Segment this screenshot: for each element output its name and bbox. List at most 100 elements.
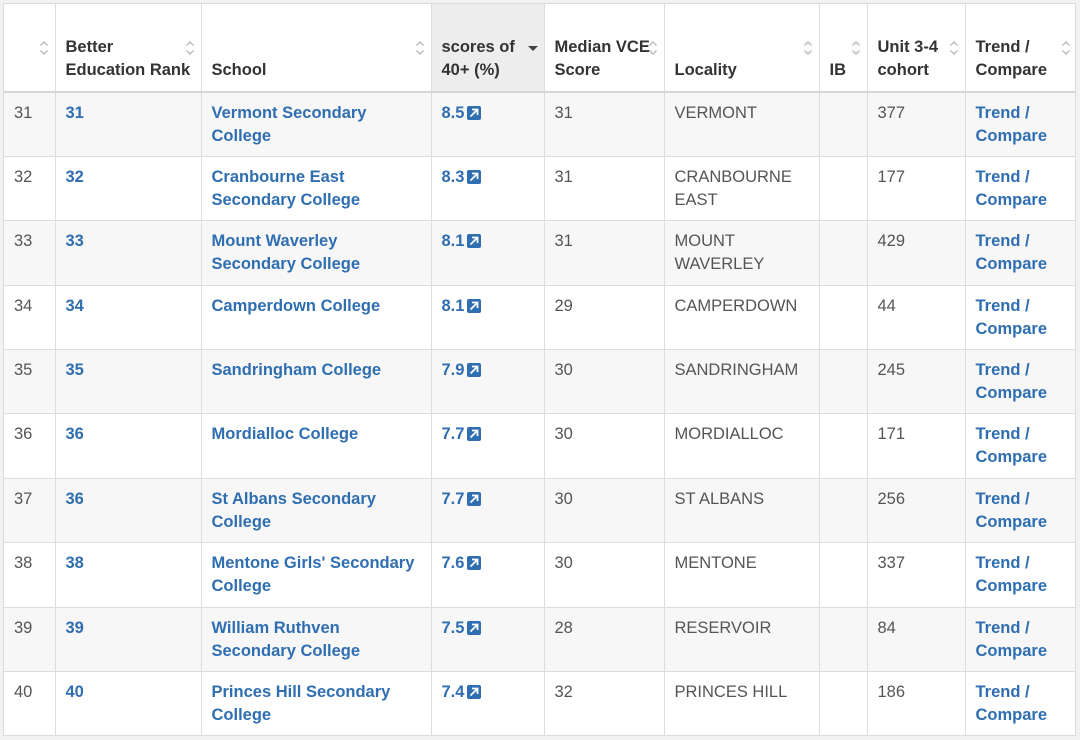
header-school-label: School xyxy=(211,61,267,79)
trend-compare-link[interactable]: Trend / Compare xyxy=(975,104,1048,145)
external-link-icon[interactable] xyxy=(467,297,482,320)
rank-link[interactable]: 34 xyxy=(65,296,84,315)
trend-compare-link[interactable]: Trend / Compare xyxy=(975,683,1048,725)
school-link[interactable]: Mentone Girls' Secondary College xyxy=(211,554,415,596)
trend-compare-link[interactable]: Trend / Compare xyxy=(975,232,1048,274)
school-cell: Princes Hill Secondary College xyxy=(201,671,432,735)
trend-compare-link[interactable]: Trend / Compare xyxy=(975,618,1048,660)
school-cell: Vermont Secondary College xyxy=(201,92,432,157)
median-value: 31 xyxy=(554,167,573,186)
score-link[interactable]: 8.3 xyxy=(441,167,465,186)
header-ib[interactable]: IB xyxy=(819,4,868,93)
table-row: 34 34 Camperdown College 8.1 29 CAMPERDO… xyxy=(4,285,1075,351)
external-link-icon[interactable] xyxy=(467,425,482,448)
school-link[interactable]: Camperdown College xyxy=(211,296,381,315)
score-link[interactable]: 7.7 xyxy=(441,425,465,444)
rank-link[interactable]: 40 xyxy=(65,683,84,702)
trend-compare-link[interactable]: Trend / Compare xyxy=(975,489,1048,531)
row-index-cell: 38 xyxy=(4,542,56,608)
trend-cell: Trend / Compare xyxy=(965,285,1075,351)
score-link[interactable]: 8.1 xyxy=(441,232,465,251)
header-rank[interactable]: Better Education Rank xyxy=(55,4,202,93)
score-link[interactable]: 7.4 xyxy=(441,683,465,702)
external-link-icon[interactable] xyxy=(467,554,482,577)
median-cell: 31 xyxy=(544,156,665,222)
rank-link[interactable]: 31 xyxy=(65,104,84,122)
trend-compare-link[interactable]: Trend / Compare xyxy=(975,167,1048,209)
header-score-label: scores of 40+ (%) xyxy=(441,38,515,79)
external-link-icon[interactable] xyxy=(467,361,482,384)
sort-both-icon[interactable] xyxy=(185,39,195,57)
school-cell: Mount Waverley Secondary College xyxy=(201,220,432,286)
median-cell: 30 xyxy=(544,413,665,479)
sort-both-icon[interactable] xyxy=(1061,39,1071,57)
rank-link[interactable]: 33 xyxy=(65,232,84,251)
header-locality[interactable]: Locality xyxy=(664,4,820,93)
score-link[interactable]: 8.1 xyxy=(441,296,465,315)
school-link[interactable]: St Albans Secondary College xyxy=(211,489,376,531)
external-link-icon[interactable] xyxy=(467,104,482,127)
row-index: 31 xyxy=(14,104,33,122)
school-link[interactable]: Vermont Secondary College xyxy=(211,104,367,145)
score-link[interactable]: 7.5 xyxy=(441,618,465,637)
trend-cell: Trend / Compare xyxy=(965,671,1075,735)
locality-value: ST ALBANS xyxy=(674,489,765,508)
sort-both-icon[interactable] xyxy=(949,39,959,57)
sort-descending-icon[interactable] xyxy=(527,39,538,57)
trend-compare-link[interactable]: Trend / Compare xyxy=(975,296,1048,338)
external-link-icon[interactable] xyxy=(467,232,482,255)
header-score[interactable]: scores of 40+ (%) xyxy=(431,4,545,93)
trend-compare-link[interactable]: Trend / Compare xyxy=(975,361,1048,403)
cohort-value: 171 xyxy=(877,425,906,444)
school-link[interactable]: William Ruthven Secondary College xyxy=(211,618,361,660)
external-link-icon[interactable] xyxy=(467,490,482,513)
score-link[interactable]: 8.5 xyxy=(441,104,465,122)
sort-both-icon[interactable] xyxy=(648,39,658,57)
header-school[interactable]: School xyxy=(201,4,432,93)
cohort-value: 245 xyxy=(877,361,906,380)
rank-link[interactable]: 32 xyxy=(65,167,84,186)
school-link[interactable]: Sandringham College xyxy=(211,361,382,380)
rank-link[interactable]: 36 xyxy=(65,425,84,444)
row-index-cell: 39 xyxy=(4,607,56,673)
trend-cell: Trend / Compare xyxy=(965,478,1075,544)
school-link[interactable]: Cranbourne East Secondary College xyxy=(211,167,361,209)
cohort-value: 429 xyxy=(877,232,906,251)
school-link[interactable]: Princes Hill Secondary College xyxy=(211,683,391,725)
median-cell: 29 xyxy=(544,285,665,351)
locality-value: CRANBOURNE EAST xyxy=(674,167,792,209)
rank-link[interactable]: 39 xyxy=(65,618,84,637)
sort-both-icon[interactable] xyxy=(415,39,425,57)
cohort-value: 377 xyxy=(877,104,906,122)
median-value: 31 xyxy=(554,104,573,122)
ib-cell xyxy=(819,156,868,222)
locality-cell: CAMPERDOWN xyxy=(664,285,820,351)
sort-both-icon[interactable] xyxy=(803,39,813,57)
external-link-icon[interactable] xyxy=(467,168,482,191)
school-link[interactable]: Mount Waverley Secondary College xyxy=(211,232,361,274)
cohort-cell: 177 xyxy=(867,156,966,222)
score-link[interactable]: 7.7 xyxy=(441,489,465,508)
trend-compare-link[interactable]: Trend / Compare xyxy=(975,554,1048,596)
score-link[interactable]: 7.9 xyxy=(441,361,465,380)
score-link[interactable]: 7.6 xyxy=(441,554,465,573)
median-cell: 32 xyxy=(544,671,665,735)
sort-both-icon[interactable] xyxy=(39,39,49,57)
header-cohort[interactable]: Unit 3-4 cohort xyxy=(867,4,966,93)
trend-compare-link[interactable]: Trend / Compare xyxy=(975,425,1048,467)
rank-link[interactable]: 38 xyxy=(65,554,84,573)
external-link-icon[interactable] xyxy=(467,683,482,706)
school-cell: Mentone Girls' Secondary College xyxy=(201,542,432,608)
external-link-icon[interactable] xyxy=(467,619,482,642)
header-ib-label: IB xyxy=(829,61,847,79)
header-trend[interactable]: Trend / Compare xyxy=(965,4,1075,93)
header-median[interactable]: Median VCE Score xyxy=(544,4,665,93)
school-cell: Mordialloc College xyxy=(201,413,432,479)
school-link[interactable]: Mordialloc College xyxy=(211,425,359,444)
sort-both-icon[interactable] xyxy=(851,39,861,57)
rank-link[interactable]: 36 xyxy=(65,489,84,508)
ib-cell xyxy=(819,413,868,479)
header-index[interactable] xyxy=(4,4,56,93)
school-cell: William Ruthven Secondary College xyxy=(201,607,432,673)
rank-link[interactable]: 35 xyxy=(65,361,84,380)
